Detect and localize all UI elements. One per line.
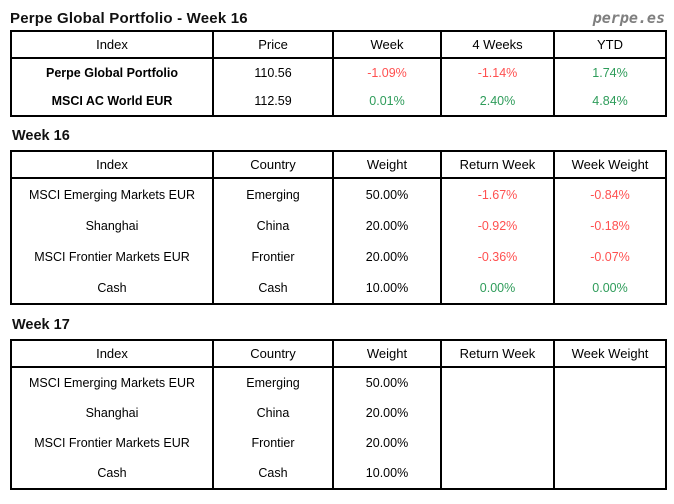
week17-heading: Week 17 (12, 317, 70, 333)
table-row: Perpe Global Portfolio 110.56 -1.09% -1.… (10, 58, 667, 87)
column-header-weight: Weight (332, 340, 442, 368)
price-cell: 112.59 (212, 87, 334, 116)
index-cell: Cash (10, 272, 214, 304)
table-row: MSCI Frontier Markets EUR Frontier 20.00… (10, 428, 667, 458)
page-title: Perpe Global Portfolio - Week 16 (10, 10, 248, 27)
index-cell: Shanghai (10, 398, 214, 428)
return-week-cell (440, 458, 555, 489)
table-row: Cash Cash 10.00% (10, 458, 667, 489)
week-weight-cell: -0.18% (553, 210, 667, 241)
return-week-cell (440, 398, 555, 428)
return-week-cell: 0.00% (440, 272, 555, 304)
return-week-cell (440, 367, 555, 398)
week16-heading: Week 16 (12, 128, 70, 144)
column-header-return-week: Return Week (440, 340, 555, 368)
week-weight-cell (553, 367, 667, 398)
table-row: Shanghai China 20.00% -0.92% -0.18% (10, 210, 667, 241)
index-cell: Perpe Global Portfolio (10, 58, 214, 87)
return-week-cell: -0.92% (440, 210, 555, 241)
country-cell: China (212, 210, 334, 241)
week17-table: Index Country Weight Return Week Week We… (10, 339, 667, 490)
ytd-cell: 4.84% (553, 87, 667, 116)
country-cell: China (212, 398, 334, 428)
week-weight-cell (553, 398, 667, 428)
column-header-week-weight: Week Weight (553, 151, 667, 179)
site-brand: perpe.es (592, 9, 665, 27)
index-cell: MSCI Frontier Markets EUR (10, 428, 214, 458)
index-cell: Shanghai (10, 210, 214, 241)
weight-cell: 10.00% (332, 272, 442, 304)
index-cell: MSCI Frontier Markets EUR (10, 241, 214, 272)
price-cell: 110.56 (212, 58, 334, 87)
column-header-price: Price (212, 31, 334, 59)
week-weight-cell (553, 428, 667, 458)
four-weeks-cell: 2.40% (440, 87, 555, 116)
column-header-weight: Weight (332, 151, 442, 179)
week-weight-cell: -0.07% (553, 241, 667, 272)
country-cell: Cash (212, 458, 334, 489)
ytd-cell: 1.74% (553, 58, 667, 87)
column-header-country: Country (212, 151, 334, 179)
table-row: MSCI Emerging Markets EUR Emerging 50.00… (10, 178, 667, 210)
weight-cell: 20.00% (332, 241, 442, 272)
week16-table: Index Country Weight Return Week Week We… (10, 150, 667, 305)
report-page: Perpe Global Portfolio - Week 16 perpe.e… (10, 5, 667, 490)
table-row: Shanghai China 20.00% (10, 398, 667, 428)
return-week-cell: -0.36% (440, 241, 555, 272)
column-header-index: Index (10, 31, 214, 59)
week-cell: 0.01% (332, 87, 442, 116)
week-weight-cell: 0.00% (553, 272, 667, 304)
table-header-row: Index Country Weight Return Week Week We… (10, 151, 667, 179)
column-header-week: Week (332, 31, 442, 59)
table-row: MSCI AC World EUR 112.59 0.01% 2.40% 4.8… (10, 87, 667, 116)
column-header-ytd: YTD (553, 31, 667, 59)
week-cell: -1.09% (332, 58, 442, 87)
index-cell: MSCI AC World EUR (10, 87, 214, 116)
index-cell: MSCI Emerging Markets EUR (10, 178, 214, 210)
column-header-4weeks: 4 Weeks (440, 31, 555, 59)
index-cell: Cash (10, 458, 214, 489)
column-header-return-week: Return Week (440, 151, 555, 179)
weight-cell: 10.00% (332, 458, 442, 489)
portfolio-summary-table: Index Price Week 4 Weeks YTD Perpe Globa… (10, 30, 667, 117)
table-row: Cash Cash 10.00% 0.00% 0.00% (10, 272, 667, 304)
country-cell: Frontier (212, 241, 334, 272)
weight-cell: 20.00% (332, 398, 442, 428)
country-cell: Emerging (212, 178, 334, 210)
country-cell: Frontier (212, 428, 334, 458)
column-header-index: Index (10, 151, 214, 179)
column-header-week-weight: Week Weight (553, 340, 667, 368)
table-row: MSCI Emerging Markets EUR Emerging 50.00… (10, 367, 667, 398)
country-cell: Cash (212, 272, 334, 304)
week-weight-cell (553, 458, 667, 489)
column-header-country: Country (212, 340, 334, 368)
weight-cell: 50.00% (332, 178, 442, 210)
four-weeks-cell: -1.14% (440, 58, 555, 87)
return-week-cell: -1.67% (440, 178, 555, 210)
table-row: MSCI Frontier Markets EUR Frontier 20.00… (10, 241, 667, 272)
country-cell: Emerging (212, 367, 334, 398)
table-header-row: Index Country Weight Return Week Week We… (10, 340, 667, 368)
return-week-cell (440, 428, 555, 458)
column-header-index: Index (10, 340, 214, 368)
report-header: Perpe Global Portfolio - Week 16 perpe.e… (10, 5, 665, 27)
table-header-row: Index Price Week 4 Weeks YTD (10, 31, 667, 59)
weight-cell: 50.00% (332, 367, 442, 398)
weight-cell: 20.00% (332, 210, 442, 241)
index-cell: MSCI Emerging Markets EUR (10, 367, 214, 398)
week-weight-cell: -0.84% (553, 178, 667, 210)
weight-cell: 20.00% (332, 428, 442, 458)
